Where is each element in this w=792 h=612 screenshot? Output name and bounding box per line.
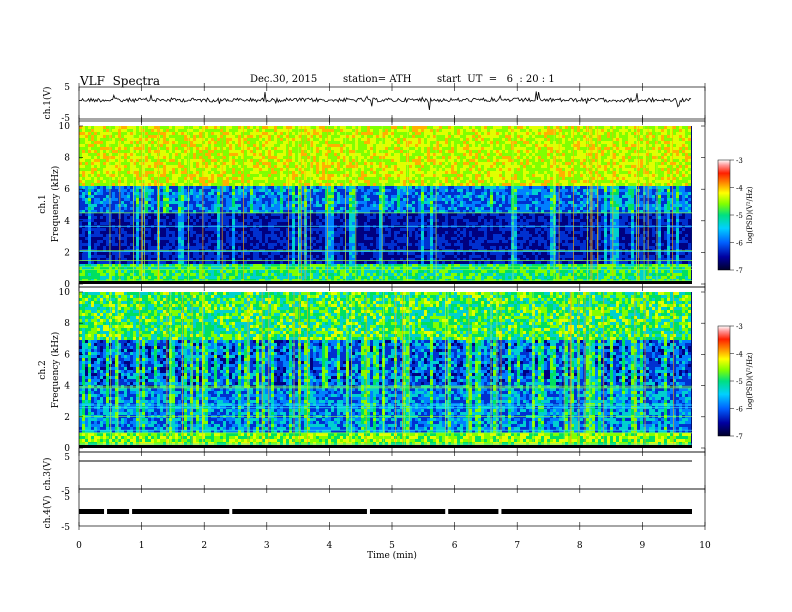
ch2-colorbar-label: log(PSD)(V²/Hz) [746,352,754,409]
spec-ytick-label: 8 [64,154,70,164]
ch1-colorbar-label: log(PSD)(V²/Hz) [746,186,754,243]
x-tick-label: 1 [139,541,145,551]
x-tick-label: 10 [699,541,711,551]
spec-ytick-label: 6 [64,350,70,360]
colorbar-tick-label: -7 [736,267,743,275]
x-axis-label: Time (min) [367,550,417,561]
colorbar-tick-label: -7 [736,433,743,441]
ch1-ytick-bottom: -5 [61,114,70,124]
colorbar-tick-label: -5 [736,212,743,220]
x-tick-label: 4 [327,541,333,551]
spec-ytick-label: 2 [64,413,70,423]
colorbar-tick-label: -6 [736,406,743,414]
x-tick-label: 5 [389,541,395,551]
spec-ytick-label: 4 [64,217,70,227]
ch4-ylabel: ch.4(V) [42,496,53,529]
ch1-colorbar [717,159,731,271]
colorbar-tick-label: -3 [736,323,743,331]
ch3-ytick-bottom: -5 [61,487,70,497]
ch2-spec-ylabel-1: ch.2 [38,360,48,379]
start-time-label: start UT = 6 : 20 : 1 [437,74,555,85]
ch1-waveform-trace [78,91,692,111]
spec-ytick-label: 0 [64,444,70,454]
colorbar-tick-label: -5 [736,378,743,386]
spec-ytick-label: 2 [64,248,70,258]
ch4-trace-segment [232,509,367,514]
colorbar-tick-label: -4 [736,185,743,193]
ch4-ytick-top: 5 [64,493,70,503]
spec-ytick-label: 6 [64,185,70,195]
spec-ytick-label: 8 [64,319,70,329]
spec-ytick-label: 0 [64,280,70,290]
ch4-trace-segment [501,509,692,514]
ch4-trace-segment [369,509,446,514]
ch4-trace-segment [79,509,105,514]
x-tick-label: 3 [264,541,270,551]
ch3-ylabel: ch.3(V) [42,458,53,491]
ch1-ylabel: ch.1(V) [42,87,53,120]
x-tick-label: 2 [201,541,207,551]
ch4-trace-segment [132,509,230,514]
ch2-spec-ylabel-2: Frequency (kHz) [50,332,61,409]
ch1-ytick-top: 5 [64,83,70,93]
x-tick-label: 6 [452,541,458,551]
x-tick-label: 8 [577,541,583,551]
ch1-spec-ylabel-1: ch.1 [38,194,48,213]
colorbar-tick-label: -3 [736,157,743,165]
x-tick-label: 7 [514,541,520,551]
ch4-ytick-bottom: -5 [61,523,70,533]
x-tick-label: 9 [640,541,646,551]
colorbar-tick-label: -6 [736,240,743,248]
ch4-trace-segment [107,509,130,514]
ch2-colorbar [717,325,731,437]
spec-ytick-label: 10 [59,288,71,298]
x-tick-label: 0 [76,541,82,551]
station-label: station= ATH [343,74,411,85]
figure-title: VLF Spectra [80,74,160,88]
spec-ytick-label: 4 [64,382,70,392]
colorbar-tick-label: -4 [736,351,743,359]
ch3-ytick-top: 5 [64,453,70,463]
date-label: Dec.30, 2015 [250,74,317,85]
spec-ytick-label: 10 [59,122,71,132]
ch4-trace-segment [448,509,499,514]
ch1-spec-ylabel-2: Frequency (kHz) [50,166,61,243]
